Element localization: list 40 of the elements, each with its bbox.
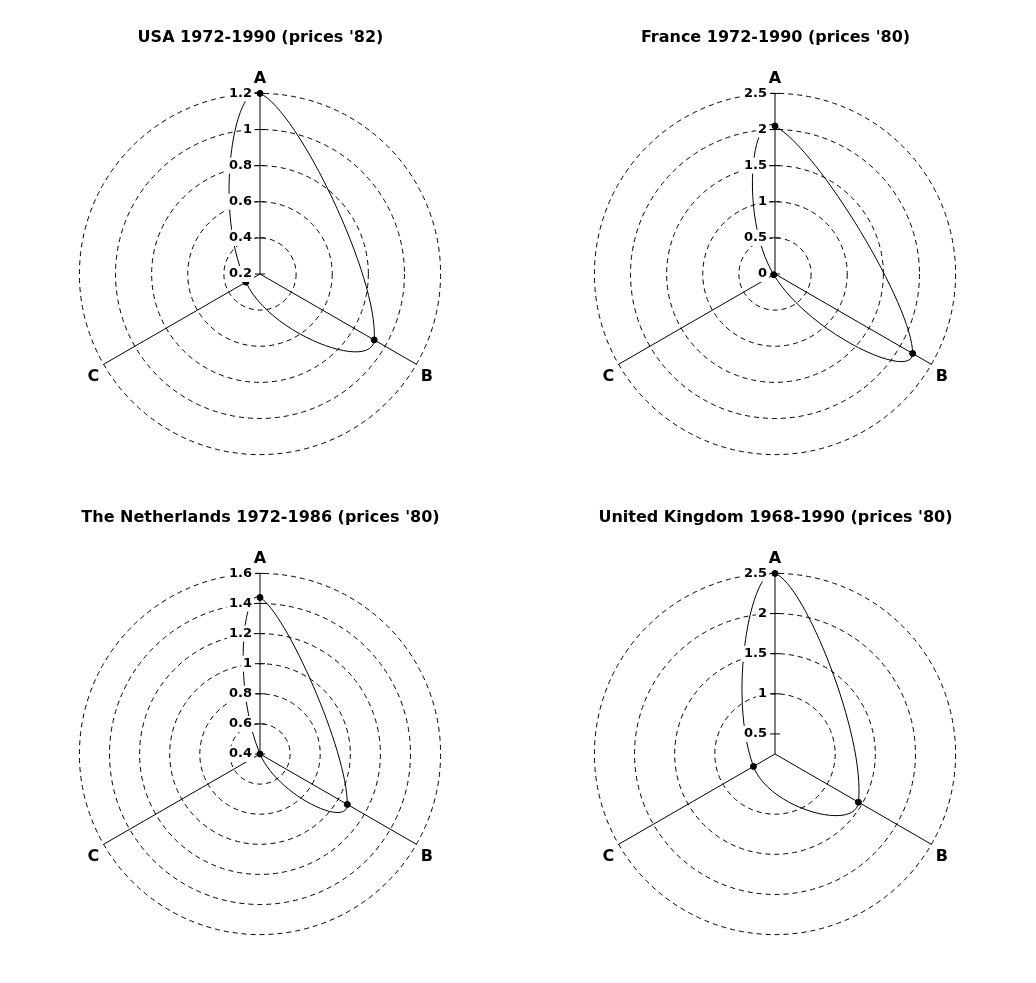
chart-title: United Kingdom 1968-1990 (prices '80)	[598, 506, 953, 526]
y-tick-label: 2	[757, 604, 767, 620]
chart-title: USA 1972-1990 (prices '82)	[137, 26, 384, 46]
y-tick-label: 1	[757, 685, 767, 701]
y-tick-label: 1.5	[743, 645, 767, 661]
y-tick-label: 2.5	[743, 564, 767, 580]
spoke-label: A	[253, 547, 267, 567]
y-tick-label: 2.5	[743, 84, 767, 100]
y-tick-label: 0.2	[228, 265, 252, 281]
y-tick-label: 0.5	[743, 229, 767, 245]
spoke-label: B	[935, 365, 948, 385]
y-tick-label: 2	[757, 120, 767, 136]
spoke-label: C	[87, 365, 100, 385]
spoke-label: C	[87, 845, 100, 865]
y-tick-label: 0.4	[228, 745, 252, 761]
spoke-label: B	[935, 845, 948, 865]
y-tick-label: 0.8	[228, 157, 252, 173]
y-tick-label: 1.2	[228, 624, 252, 640]
spoke-label: B	[420, 365, 433, 385]
y-tick-label: 0	[757, 265, 767, 281]
y-tick-label: 1.6	[228, 564, 252, 580]
y-tick-label: 1.4	[228, 594, 252, 610]
chart-title: The Netherlands 1972-1986 (prices '80)	[81, 506, 440, 526]
y-tick-label: 0.8	[228, 685, 252, 701]
y-tick-label: 0.6	[228, 715, 252, 731]
y-tick-label: 1.5	[743, 157, 767, 173]
y-tick-label: 0.5	[743, 725, 767, 741]
spoke-label: C	[602, 845, 615, 865]
chart-title: France 1972-1990 (prices '80)	[640, 26, 911, 46]
y-tick-label: 1.2	[228, 84, 252, 100]
y-tick-label: 1	[242, 655, 252, 671]
y-tick-label: 0.4	[228, 229, 252, 245]
spoke-label: C	[602, 365, 615, 385]
y-tick-label: 1	[242, 120, 252, 136]
spoke-label: A	[253, 67, 267, 87]
y-tick-label: 0.6	[228, 193, 252, 209]
spoke-label: A	[768, 67, 782, 87]
y-tick-label: 1	[757, 193, 767, 209]
spoke-label: A	[768, 547, 782, 567]
spoke-label: B	[420, 845, 433, 865]
